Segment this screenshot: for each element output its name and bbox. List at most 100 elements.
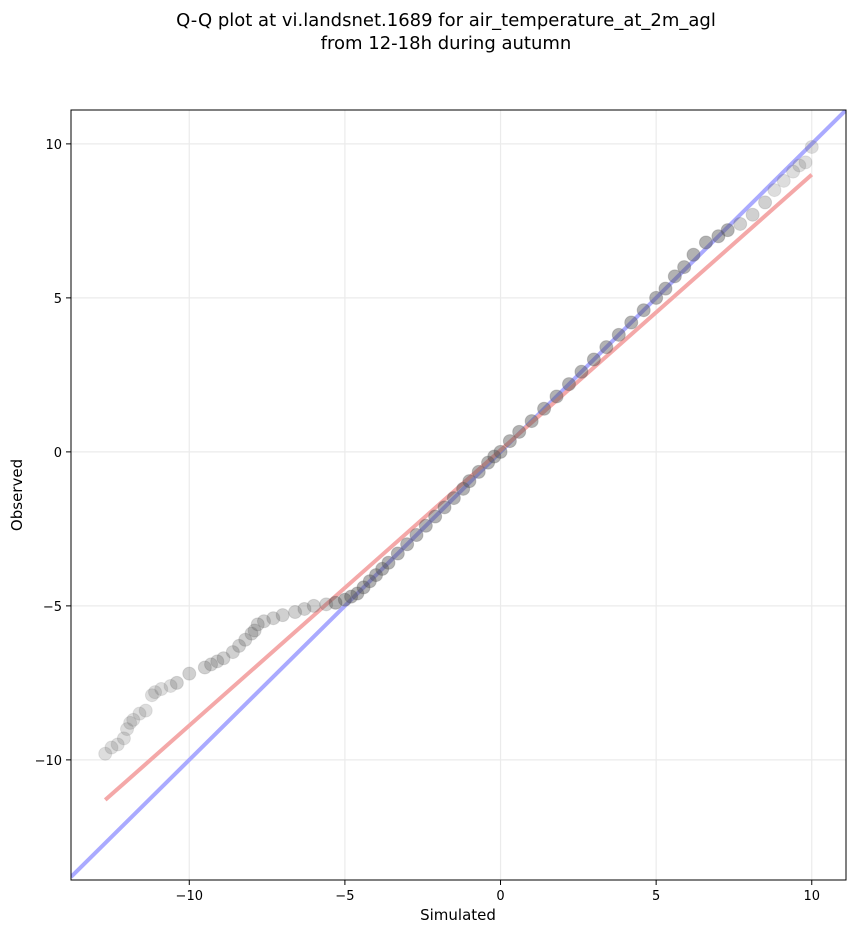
data-point <box>776 173 791 188</box>
data-point <box>225 645 240 660</box>
data-point <box>658 281 673 296</box>
data-point <box>758 195 773 210</box>
data-point <box>138 703 153 718</box>
data-point <box>549 389 564 404</box>
data-point <box>98 746 113 761</box>
y-tick-label: 0 <box>54 446 62 461</box>
x-tick-label: 10 <box>803 889 820 904</box>
data-point <box>481 455 496 470</box>
data-point <box>390 546 405 561</box>
data-point <box>711 229 726 244</box>
data-point <box>502 434 517 449</box>
data-point <box>400 537 415 552</box>
data-point <box>148 685 163 700</box>
data-point <box>446 491 461 506</box>
data-point <box>350 586 365 601</box>
data-point <box>297 601 312 616</box>
identity-line <box>71 110 846 879</box>
data-points <box>98 139 819 761</box>
data-point <box>256 614 271 629</box>
data-point <box>471 464 486 479</box>
plot-area-frame <box>70 109 847 881</box>
data-point <box>493 444 508 459</box>
data-point <box>144 688 159 703</box>
data-point <box>232 638 247 653</box>
data-point <box>344 589 359 604</box>
data-point <box>611 327 626 342</box>
data-point <box>120 722 135 737</box>
data-point <box>275 608 290 623</box>
data-point <box>786 164 801 179</box>
x-tick-label: −10 <box>176 889 203 904</box>
y-axis-ticks: −10 −5 0 5 10 <box>35 138 71 769</box>
data-point <box>154 682 169 697</box>
data-point <box>636 303 651 318</box>
data-point <box>624 315 639 330</box>
data-point <box>649 290 664 305</box>
data-point <box>319 597 334 612</box>
y-tick-label: −5 <box>43 600 62 615</box>
data-point <box>238 632 253 647</box>
x-tick-label: 5 <box>652 889 660 904</box>
data-point <box>804 139 819 154</box>
data-point <box>163 678 178 693</box>
data-point <box>487 449 502 464</box>
data-point <box>244 626 259 641</box>
x-axis-ticks: −10 −5 0 5 10 <box>176 880 820 904</box>
data-point <box>197 660 212 675</box>
data-point <box>126 712 141 727</box>
data-point <box>182 666 197 681</box>
data-point <box>210 654 225 669</box>
data-point <box>418 518 433 533</box>
data-point <box>110 737 125 752</box>
data-point <box>428 509 443 524</box>
data-point <box>328 595 343 610</box>
data-point <box>116 731 131 746</box>
data-point <box>375 561 390 576</box>
data-point <box>586 352 601 367</box>
reference-lines <box>71 110 846 879</box>
data-point <box>456 481 471 496</box>
data-point <box>216 651 231 666</box>
x-tick-label: −5 <box>335 889 354 904</box>
y-tick-label: −10 <box>35 754 62 769</box>
data-point <box>250 617 265 632</box>
chart-title: Q-Q plot at vi.landsnet.1689 for air_tem… <box>176 10 716 31</box>
data-point <box>266 611 281 626</box>
fit-line <box>103 173 814 802</box>
chart-subtitle: from 12-18h during autumn <box>321 33 572 54</box>
data-point <box>356 580 371 595</box>
data-point <box>409 528 424 543</box>
data-point <box>720 223 735 238</box>
data-point <box>288 605 303 620</box>
data-point <box>437 500 452 515</box>
data-point <box>306 598 321 613</box>
data-point <box>767 183 782 198</box>
data-point <box>792 158 807 173</box>
data-point <box>561 377 576 392</box>
x-axis-label: Simulated <box>420 906 496 924</box>
data-point <box>362 574 377 589</box>
y-tick-label: 10 <box>45 138 62 153</box>
data-point <box>667 269 682 284</box>
data-point <box>733 216 748 231</box>
data-point <box>381 555 396 570</box>
data-point <box>132 706 147 721</box>
data-point <box>204 657 219 672</box>
data-point <box>537 401 552 416</box>
y-axis-label: Observed <box>8 459 26 531</box>
data-point <box>698 235 713 250</box>
data-point <box>798 155 813 170</box>
data-point <box>524 414 539 429</box>
data-point <box>123 715 138 730</box>
data-point <box>512 424 527 439</box>
data-point <box>599 340 614 355</box>
data-point <box>369 568 384 583</box>
data-point <box>574 364 589 379</box>
data-point <box>169 675 184 690</box>
grid-lines <box>71 110 846 880</box>
data-point <box>337 592 352 607</box>
data-point <box>247 623 262 638</box>
data-point <box>677 260 692 275</box>
